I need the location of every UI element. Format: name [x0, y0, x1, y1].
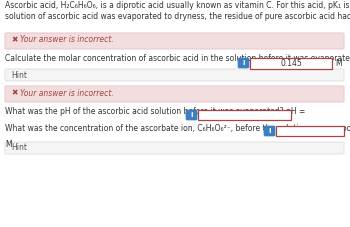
Text: M: M — [5, 140, 12, 149]
FancyBboxPatch shape — [5, 142, 344, 154]
Bar — [250, 58, 332, 69]
Text: Your answer is incorrect.: Your answer is incorrect. — [20, 35, 114, 44]
Text: 0.145: 0.145 — [280, 59, 302, 68]
Text: i: i — [242, 60, 245, 66]
FancyBboxPatch shape — [5, 33, 344, 49]
Bar — [198, 110, 291, 120]
FancyBboxPatch shape — [186, 110, 197, 120]
Text: ✖: ✖ — [11, 35, 18, 44]
Text: Ascorbic acid, H₂C₆H₆O₆, is a diprotic acid usually known as vitamin C. For this: Ascorbic acid, H₂C₆H₆O₆, is a diprotic a… — [5, 1, 350, 10]
Text: Your answer is incorrect.: Your answer is incorrect. — [20, 89, 114, 98]
Text: Calculate the molar concentration of ascorbic acid in the solution before it was: Calculate the molar concentration of asc… — [5, 54, 350, 63]
Text: solution of ascorbic acid was evaporated to dryness, the residue of pure ascorbi: solution of ascorbic acid was evaporated… — [5, 12, 350, 21]
Text: What was the concentration of the ascorbate ion, C₆H₆O₆²⁻, before the solution w: What was the concentration of the ascorb… — [5, 124, 350, 133]
Text: Hint: Hint — [11, 143, 27, 153]
FancyBboxPatch shape — [238, 58, 249, 68]
Text: Hint: Hint — [11, 71, 27, 79]
Text: ✖: ✖ — [11, 89, 18, 98]
FancyBboxPatch shape — [5, 69, 344, 81]
FancyBboxPatch shape — [264, 126, 275, 136]
Text: M: M — [335, 59, 342, 68]
Text: i: i — [268, 128, 271, 134]
Text: What was the pH of the ascorbic acid solution before it was evaporated? pH =: What was the pH of the ascorbic acid sol… — [5, 107, 305, 116]
Text: i: i — [190, 112, 193, 118]
Bar — [276, 126, 344, 136]
FancyBboxPatch shape — [5, 86, 344, 102]
